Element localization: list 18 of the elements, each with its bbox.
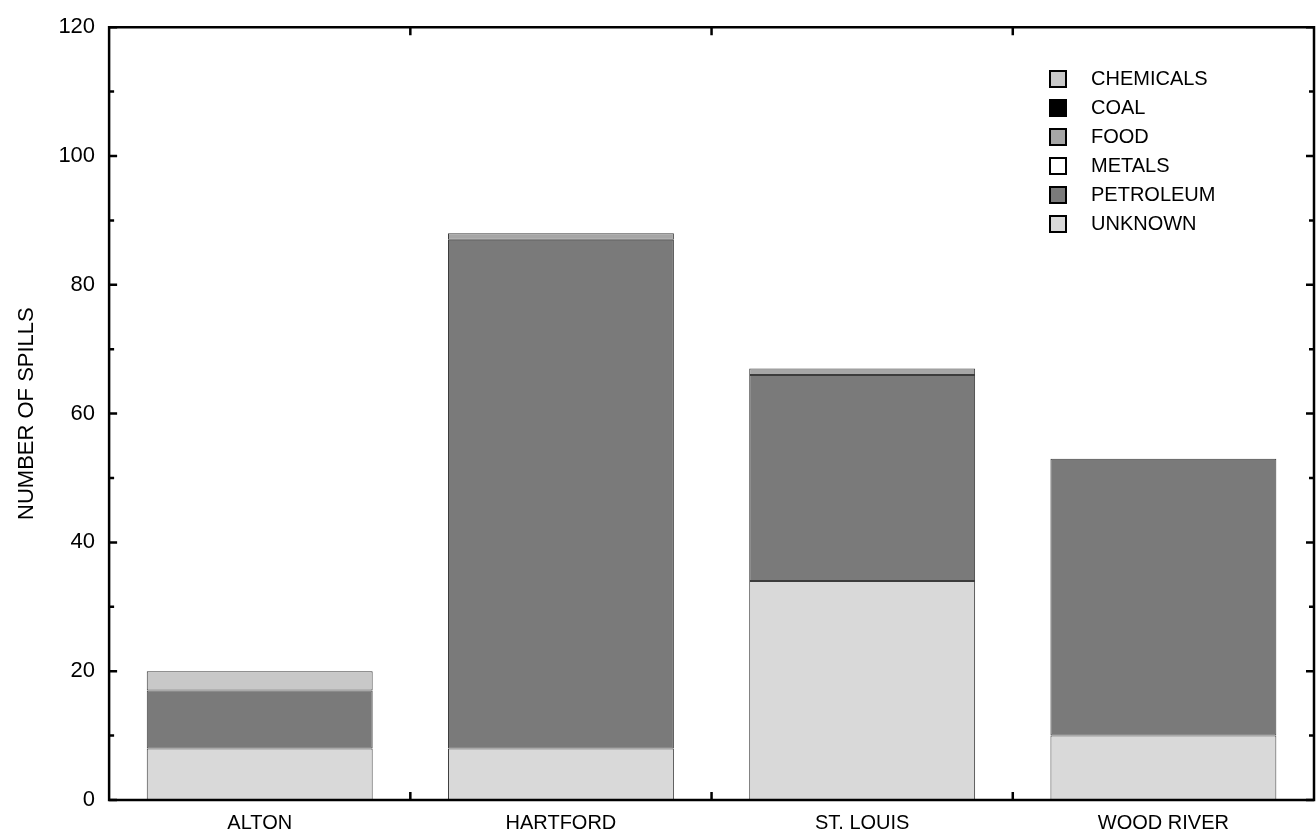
x-tick-label: ST. LOUIS xyxy=(814,810,910,833)
y-tick-label: 40 xyxy=(70,528,96,554)
legend-label: FOOD xyxy=(1091,125,1149,149)
x-tick-label: WOOD RIVER xyxy=(1097,810,1229,833)
legend-label: UNKNOWN xyxy=(1091,212,1197,236)
y-tick-label: 60 xyxy=(70,399,96,425)
y-tick-label: 0 xyxy=(82,786,96,812)
y-tick-label: 120 xyxy=(58,13,96,39)
legend-label: PETROLEUM xyxy=(1091,183,1216,207)
legend-label: COAL xyxy=(1091,96,1146,120)
y-tick-label: 100 xyxy=(58,142,96,168)
legend-label: CHEMICALS xyxy=(1091,67,1208,91)
y-tick-label: 20 xyxy=(70,657,96,683)
x-tick-label: HARTFORD xyxy=(505,810,617,833)
legend-label: METALS xyxy=(1091,154,1170,178)
x-tick-label: ALTON xyxy=(227,810,293,833)
y-axis-title: NUMBER OF SPILLS xyxy=(13,307,39,520)
y-tick-label: 80 xyxy=(70,270,96,296)
